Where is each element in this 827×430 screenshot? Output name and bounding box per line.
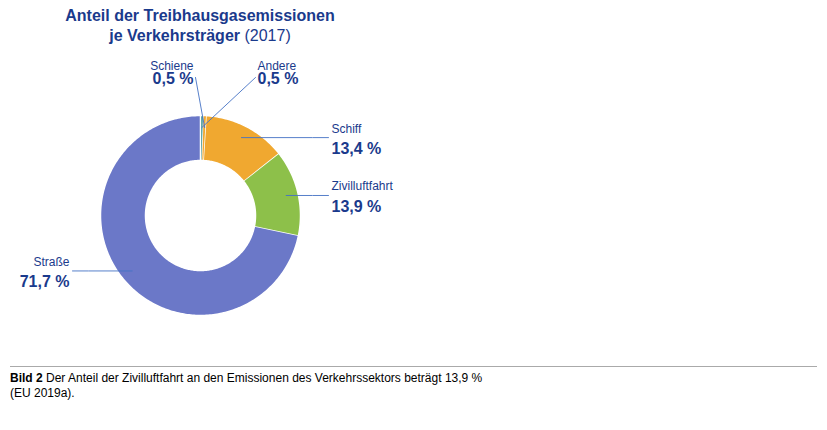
svg-text:Schiff: Schiff [332, 122, 362, 136]
svg-text:13,9 %: 13,9 % [332, 198, 382, 215]
svg-text:0,5 %: 0,5 % [153, 70, 194, 87]
svg-text:13,4 %: 13,4 % [332, 140, 382, 157]
svg-text:0,5 %: 0,5 % [258, 70, 299, 87]
html-text:je Verkehrsträger (2017): je Verkehrsträger (2017) [109, 27, 291, 44]
svg-text:Straße: Straße [33, 255, 69, 269]
svg-text:Schiene: Schiene [150, 58, 194, 73]
html-text:Anteil der Treibhausgasemissio: Anteil der Treibhausgasemissionen [65, 7, 335, 24]
svg-text:Zivilluftfahrt: Zivilluftfahrt [332, 179, 394, 193]
svg-text:71,7 %: 71,7 % [20, 273, 70, 290]
svg-text:Andere: Andere [257, 58, 297, 73]
html-text:Bild 2 Der Anteil der Zivilluf: Bild 2 Der Anteil der Zivilluftfahrt an … [10, 371, 483, 400]
